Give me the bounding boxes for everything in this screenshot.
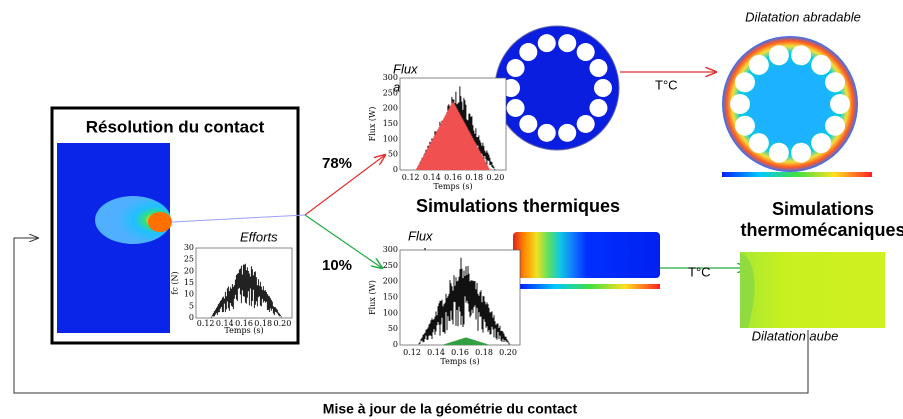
y-tick-label: 10: [184, 290, 194, 299]
hole: [558, 124, 576, 142]
x-axis-label: Temps (s): [224, 326, 263, 335]
y-tick-label: 0: [189, 313, 194, 322]
hole: [825, 116, 845, 136]
colorbar: [520, 284, 660, 289]
y-axis-label: Flux (W): [368, 280, 377, 315]
y-tick-label: 200: [383, 277, 398, 286]
x-tick-label: 0.18: [465, 173, 483, 182]
y-tick-label: 300: [383, 73, 398, 82]
dilatation-aube-label: Dilatation aube: [752, 328, 839, 343]
feedback-label: Mise à jour de la géométrie du contact: [323, 401, 578, 417]
hole: [830, 94, 850, 114]
thermal-heading: Simulations thermiques: [416, 196, 620, 216]
x-tick-label: 0.12: [403, 348, 421, 357]
y-tick-label: 25: [184, 255, 194, 264]
x-axis-label: Temps (s): [433, 182, 472, 191]
hole: [825, 72, 845, 92]
hole: [791, 45, 811, 65]
y-tick-label: 250: [383, 261, 398, 270]
x-tick-label: 0.12: [197, 319, 215, 328]
thermomechanical-heading: thermomécaniques: [740, 220, 903, 240]
y-axis-label: fc (N): [171, 271, 180, 294]
hole: [811, 133, 831, 153]
flux-aube-title: Flux: [408, 228, 433, 243]
colorbar: [722, 172, 872, 177]
x-axis-label: Temps (s): [440, 357, 479, 366]
blade-thermal: [513, 232, 660, 278]
x-tick-label: 0.20: [499, 348, 517, 357]
share-abradable: 78%: [322, 155, 352, 172]
hole: [769, 143, 789, 163]
y-tick-label: 300: [383, 245, 398, 254]
x-tick-label: 0.14: [423, 173, 441, 182]
diagram: Résolution du contact Efforts 78% 10% Fl…: [0, 0, 903, 419]
hole: [811, 55, 831, 75]
hole: [769, 45, 789, 65]
y-tick-label: 150: [383, 119, 398, 128]
share-aube: 10%: [322, 257, 352, 274]
y-tick-label: 30: [184, 243, 194, 252]
hole: [749, 55, 769, 75]
x-tick-label: 0.20: [486, 173, 504, 182]
hole: [594, 79, 612, 97]
hole: [589, 99, 607, 117]
hole: [730, 94, 750, 114]
y-tick-label: 150: [383, 293, 398, 302]
y-tick-label: 20: [184, 266, 194, 275]
hole: [519, 115, 537, 133]
contact-title: Résolution du contact: [86, 117, 265, 136]
hole: [558, 34, 576, 52]
x-tick-label: 0.16: [451, 348, 469, 357]
y-tick-label: 0: [393, 165, 398, 174]
hole: [589, 59, 607, 77]
hole: [749, 133, 769, 153]
y-axis-label: Flux (W): [368, 107, 377, 142]
blade-dilatation: [740, 252, 885, 328]
hole: [507, 99, 525, 117]
hole: [735, 72, 755, 92]
y-tick-label: 0: [393, 340, 398, 349]
thermomechanical-heading: Simulations: [772, 199, 874, 219]
x-tick-label: 0.20: [273, 319, 291, 328]
x-tick-label: 0.14: [427, 348, 445, 357]
hole: [519, 43, 537, 61]
hole: [538, 34, 556, 52]
y-tick-label: 200: [383, 104, 398, 113]
y-tick-label: 50: [388, 324, 398, 333]
temperature-label: T°C: [655, 77, 678, 92]
x-tick-label: 0.16: [444, 173, 462, 182]
contact-core: [148, 212, 172, 232]
y-tick-label: 50: [388, 150, 398, 159]
efforts-label: Efforts: [240, 229, 278, 244]
x-tick-label: 0.18: [475, 348, 493, 357]
hole: [577, 43, 595, 61]
hole: [538, 124, 556, 142]
hole: [507, 59, 525, 77]
hole: [735, 116, 755, 136]
hole: [577, 115, 595, 133]
dilatation-abradable-label: Dilatation abradable: [745, 9, 861, 24]
y-tick-label: 100: [383, 308, 398, 317]
y-tick-label: 15: [184, 278, 194, 287]
y-tick-label: 250: [383, 88, 398, 97]
temperature-label: T°C: [688, 264, 711, 279]
hole: [791, 143, 811, 163]
y-tick-label: 5: [189, 301, 194, 310]
x-tick-label: 0.12: [402, 173, 420, 182]
y-tick-label: 100: [383, 134, 398, 143]
